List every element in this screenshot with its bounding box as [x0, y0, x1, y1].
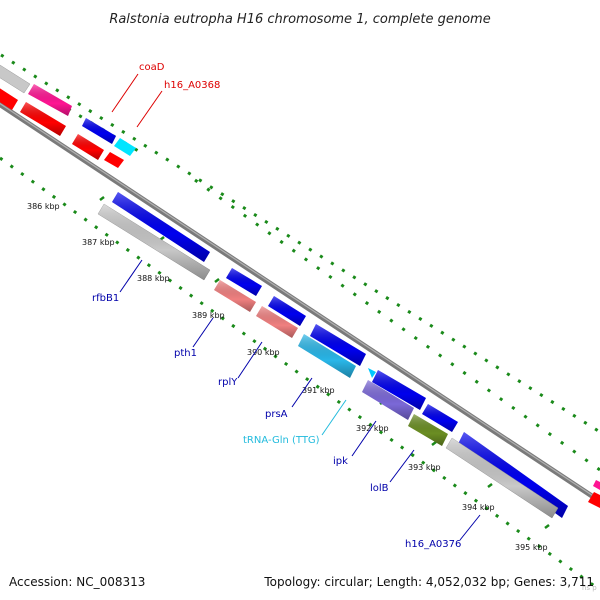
gene-pink-2-shade — [256, 306, 298, 338]
gene-prsA-shade — [310, 324, 366, 366]
gene-label-lolB: lolB — [370, 483, 389, 494]
gene-label-h16-A0368: h16_A0368 — [164, 80, 220, 91]
label-leaders — [111, 73, 481, 541]
tick-label-388: 388 kbp — [137, 274, 170, 283]
gene-olive-shade — [408, 414, 448, 446]
tick-label-392: 392 kbp — [356, 424, 389, 433]
gene-label-h16-A0376: h16_A0376 — [405, 539, 461, 550]
gene-pth1-shade — [226, 268, 262, 296]
gene-label-coaD: coaD — [139, 62, 165, 73]
tick-label-391: 391 kbp — [302, 386, 335, 395]
tick-label-390: 390 kbp — [247, 348, 280, 357]
gene-gray-top[interactable] — [0, 60, 31, 94]
gene-ipk-shade — [372, 370, 426, 410]
gene-rplY-shade — [268, 296, 306, 326]
map-title: Ralstonia eutropha H16 chromosome 1, com… — [109, 12, 490, 27]
gene-pink-1-shade — [214, 280, 256, 312]
inner-gene-track — [0, 82, 600, 519]
gene-red-3-shade — [72, 134, 104, 160]
watermark: ns p — [582, 584, 597, 592]
topology-text: Topology: circular; Length: 4,052,032 bp… — [263, 575, 594, 589]
gene-red-right[interactable] — [588, 492, 600, 508]
chromosome-backbone — [0, 101, 600, 505]
gene-coaD-shade — [82, 118, 116, 144]
outer-gene-track — [0, 60, 600, 518]
tick-label-387: 387 kbp — [82, 238, 115, 247]
chromosome-backbone-highlight — [0, 102, 600, 502]
gene-tRNA-marker[interactable] — [368, 368, 376, 378]
gene-rfbB1-shade — [112, 192, 210, 262]
gene-magenta-right[interactable] — [593, 480, 600, 490]
tick-label-386: 386 kbp — [27, 202, 60, 211]
gene-red-2-shade — [20, 102, 66, 136]
gene-label-tRNA-Gln: tRNA-Gln (TTG) — [243, 435, 320, 446]
gene-h16-A0368[interactable] — [114, 138, 136, 156]
gene-gray-rfb-shade — [98, 204, 210, 280]
gene-magenta-top-shade — [28, 84, 72, 116]
tick-label-394: 394 kbp — [462, 503, 495, 512]
gene-red-4[interactable] — [104, 152, 124, 168]
gene-label-rfbB1: rfbB1 — [92, 293, 119, 304]
gene-red-1[interactable] — [0, 82, 18, 110]
gene-label-rplY: rplY — [218, 377, 238, 388]
accession-text: Accession: NC_008313 — [9, 575, 145, 589]
gene-label-prsA: prsA — [265, 409, 288, 420]
gene-purple-shade — [362, 380, 414, 420]
gene-label-pth1: pth1 — [174, 348, 197, 359]
dotted-track-outer — [0, 52, 600, 434]
tick-label-395: 395 kbp — [515, 543, 548, 552]
dotted-track-outer-3 — [194, 178, 600, 472]
gene-label-ipk: ipk — [333, 456, 348, 467]
gene-lolB-shade — [422, 404, 458, 432]
gene-tRNA-gln-shade — [298, 334, 356, 378]
gene-gray-end-shade — [446, 438, 558, 518]
tick-label-389: 389 kbp — [192, 311, 225, 320]
tick-label-393: 393 kbp — [408, 463, 441, 472]
